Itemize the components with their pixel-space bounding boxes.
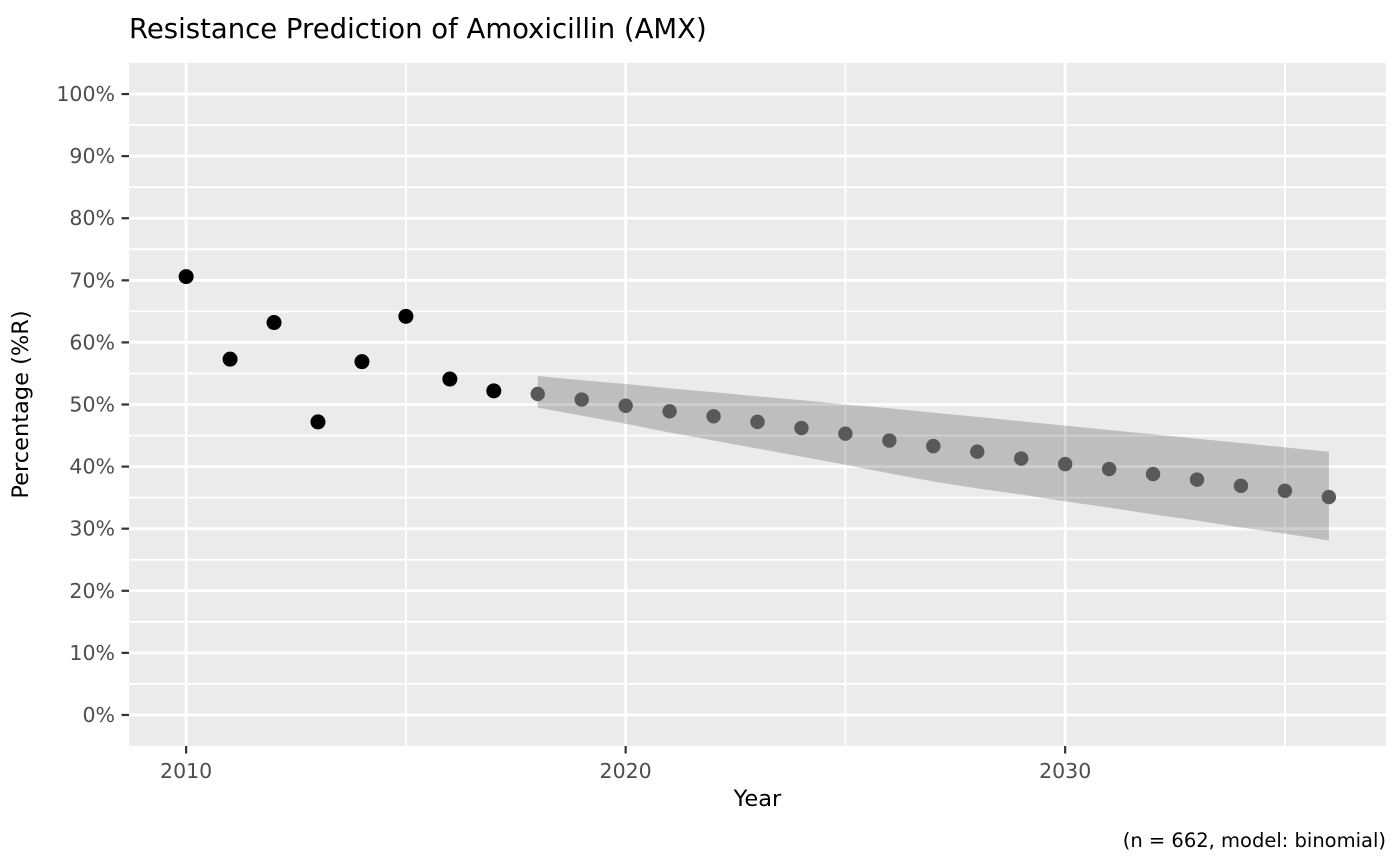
axis-tick-labels: 0% 10% 20% 30% 40% 50% 60% 70% 80% 90% 100% 2010 202…	[56, 82, 1091, 783]
data-point-predicted	[706, 409, 721, 424]
data-point-predicted	[970, 444, 985, 459]
data-point-observed	[398, 308, 414, 324]
y-axis-tick-label: 90%	[69, 144, 115, 168]
data-point-observed	[354, 354, 370, 370]
y-axis-title: Percentage (%R)	[8, 310, 34, 498]
x-axis-tick-label: 2020	[600, 759, 652, 783]
data-point-predicted	[1101, 461, 1117, 477]
data-point-predicted	[1145, 466, 1161, 482]
gridlines-major	[129, 63, 1386, 746]
x-axis-title: Year	[733, 786, 782, 812]
data-point-observed	[178, 269, 194, 285]
confidence-ribbon-layer	[537, 375, 1329, 541]
data-point-predicted	[1233, 478, 1249, 494]
data-point-observed	[442, 371, 458, 387]
y-axis-tick-label: 80%	[69, 206, 115, 230]
data-point-observed	[486, 383, 502, 399]
data-point-predicted	[882, 433, 897, 448]
data-point-predicted	[574, 392, 589, 407]
data-point-predicted	[1321, 489, 1337, 505]
data-point-observed	[222, 351, 238, 367]
x-axis-tick-label: 2030	[1039, 759, 1091, 783]
y-axis-tick-label: 40%	[69, 455, 115, 479]
data-point-predicted	[530, 386, 545, 402]
data-point-predicted	[1014, 451, 1029, 466]
y-axis-tick-label: 0%	[82, 703, 115, 727]
y-axis-tick-label: 70%	[69, 268, 115, 292]
chart-caption: (n = 662, model: binomial)	[1123, 829, 1386, 852]
data-point-predicted	[662, 404, 677, 419]
x-axis-tick-label: 2010	[160, 759, 212, 783]
data-point-predicted	[750, 414, 765, 430]
data-points-layer	[178, 269, 1337, 505]
data-point-predicted	[838, 426, 853, 441]
y-axis-tick-label: 10%	[69, 641, 115, 665]
data-point-observed	[266, 315, 282, 331]
data-point-predicted	[1277, 483, 1293, 499]
data-point-predicted	[1057, 456, 1073, 472]
data-point-predicted	[926, 438, 941, 454]
data-point-predicted	[1189, 472, 1205, 487]
y-axis-tick-label: 60%	[69, 330, 115, 354]
chart-title: Resistance Prediction of Amoxicillin (AM…	[129, 13, 707, 45]
y-axis-tick-label: 100%	[56, 82, 115, 106]
y-axis-tick-label: 30%	[69, 517, 115, 541]
data-point-predicted	[794, 420, 809, 436]
y-axis-tick-label: 50%	[69, 393, 115, 417]
data-point-predicted	[618, 398, 633, 413]
y-axis-tick-label: 20%	[69, 579, 115, 603]
data-point-observed	[310, 414, 326, 430]
confidence-ribbon	[537, 375, 1329, 541]
axis-tick-marks	[121, 92, 1067, 754]
